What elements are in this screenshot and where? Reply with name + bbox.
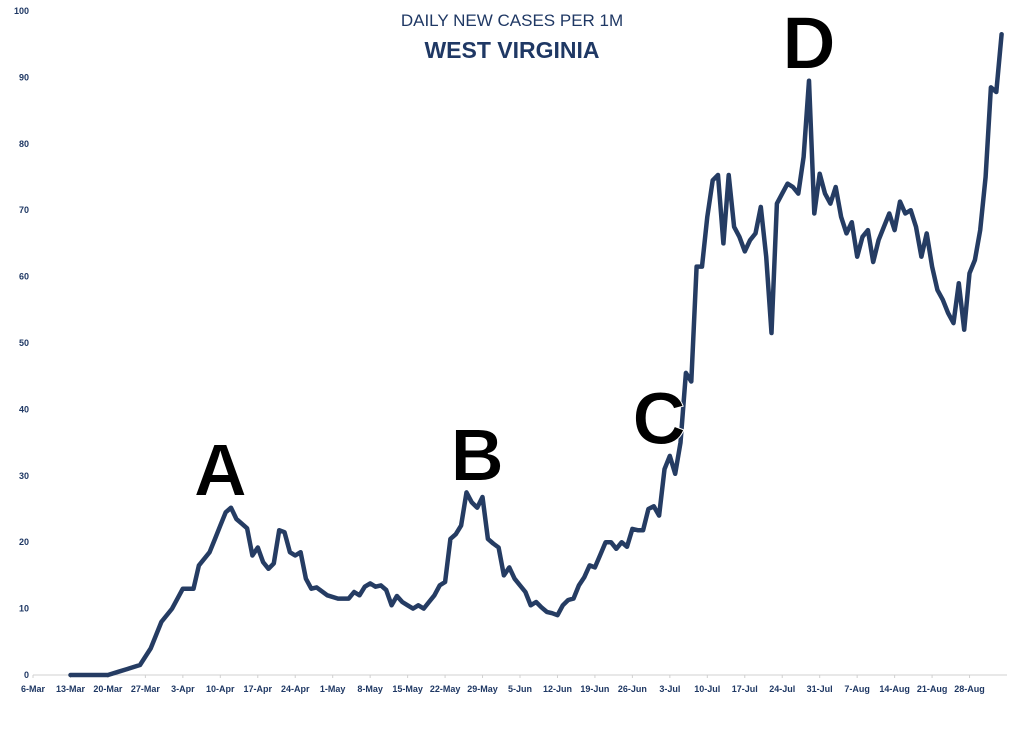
x-tick-label: 10-Jul (694, 684, 720, 694)
series-layer (68, 31, 1004, 678)
x-tick-label: 24-Jul (769, 684, 795, 694)
series-line (68, 31, 1004, 678)
x-tick-label: 17-Jul (732, 684, 758, 694)
x-tick-label: 6-Mar (21, 684, 46, 694)
x-tick-label: 5-Jun (508, 684, 532, 694)
y-tick-label: 60 (19, 272, 29, 282)
annotation-label-a: A (194, 429, 247, 512)
x-tick-label: 20-Mar (93, 684, 123, 694)
x-tick-label: 22-May (430, 684, 461, 694)
y-tick-label: 50 (19, 338, 29, 348)
x-tick-label: 1-May (320, 684, 346, 694)
y-tick-label: 0 (24, 670, 29, 680)
x-tick-label: 19-Jun (580, 684, 609, 694)
x-tick-label: 7-Aug (844, 684, 870, 694)
x-tick-label: 31-Jul (807, 684, 833, 694)
x-tick-label: 21-Aug (917, 684, 948, 694)
x-tick-label: 3-Apr (171, 684, 195, 694)
x-tick-label: 27-Mar (131, 684, 161, 694)
axes: 0 10 20 30 40 50 60 70 80 90 100 6-Mar 13-Mar 20-Mar 2… (14, 6, 1007, 694)
y-tick-label: 70 (19, 205, 29, 215)
y-tick-label: 10 (19, 604, 29, 614)
x-tick-label: 13-Mar (56, 684, 86, 694)
x-tick-label: 26-Jun (618, 684, 647, 694)
x-tick-label: 24-Apr (281, 684, 310, 694)
y-tick-label: 30 (19, 471, 29, 481)
y-tick-label: 20 (19, 537, 29, 547)
x-tick-label: 14-Aug (879, 684, 910, 694)
x-tick-label: 12-Jun (543, 684, 572, 694)
y-tick-label: 90 (19, 72, 29, 82)
x-tick-label: 29-May (467, 684, 498, 694)
chart-title: DAILY NEW CASES PER 1M (401, 11, 623, 30)
annotations: A B C D (193, 1, 836, 512)
chart-subtitle: WEST VIRGINIA (424, 37, 599, 63)
annotation-label-b: B (450, 413, 503, 496)
x-tick-label: 28-Aug (954, 684, 985, 694)
x-tick-label: 10-Apr (206, 684, 235, 694)
y-tick-label: 100 (14, 6, 29, 16)
x-tick-label: 3-Jul (659, 684, 680, 694)
x-tick-label: 8-May (357, 684, 383, 694)
y-tick-label: 40 (19, 404, 29, 414)
x-tick-label: 17-Apr (244, 684, 273, 694)
x-tick-label: 15-May (392, 684, 423, 694)
annotation-label-d: D (782, 2, 835, 85)
annotation-label-c: C (632, 377, 685, 460)
y-tick-label: 80 (19, 139, 29, 149)
